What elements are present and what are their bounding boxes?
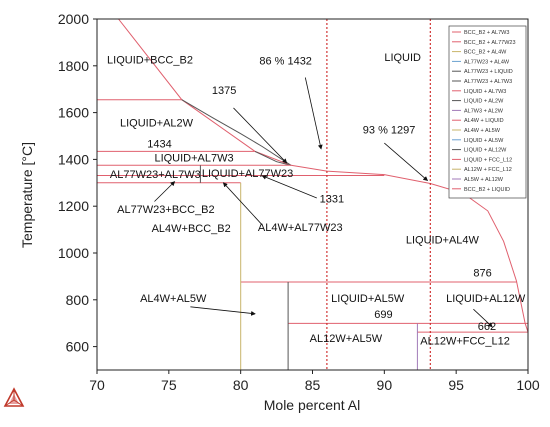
- phase-boundary-line: [181, 99, 292, 166]
- phase-region-label: LIQUID+AL7W3: [154, 153, 233, 165]
- phase-region-label: AL4W+AL77W23: [258, 222, 343, 234]
- annotation-label: 86 % 1432: [259, 56, 312, 68]
- x-axis-title: Mole percent Al: [264, 397, 361, 413]
- phase-region-label: LIQUID+AL12W: [446, 293, 526, 305]
- legend-entry: AL77W23 + AL7W3: [464, 79, 512, 85]
- x-tick-label: 70: [89, 377, 105, 393]
- y-tick-label: 1600: [58, 105, 89, 121]
- legend-entry: AL4W + AL5W: [464, 128, 501, 134]
- x-tick-label: 95: [448, 377, 464, 393]
- annotation-arrow: [190, 306, 256, 316]
- phase-region-label: AL4W+AL5W: [140, 293, 207, 305]
- x-tick-label: 85: [305, 377, 321, 393]
- annotation-arrow: [304, 77, 323, 150]
- annotation-arrow: [473, 308, 493, 328]
- annotation-arrow: [154, 181, 176, 202]
- annotation-label: 93 % 1297: [363, 125, 416, 137]
- annotation-label: 1434: [147, 139, 171, 151]
- phase-region-label: LIQUID+AL77W23: [202, 168, 293, 180]
- x-tick-label: 90: [377, 377, 393, 393]
- legend-entry: AL5W + AL12W: [464, 177, 504, 183]
- x-tick-label: 80: [233, 377, 249, 393]
- legend-entry: BCC_B2 + LIQUID: [464, 187, 510, 193]
- annotation-arrow: [222, 182, 263, 226]
- phase-region-label: AL4W+BCC_B2: [152, 223, 231, 235]
- legend-entry: LIQUID + FCC_L12: [464, 157, 512, 163]
- phase-region-label: LIQUID+AL2W: [120, 118, 194, 130]
- phase-boundary-line: [430, 183, 529, 333]
- annotation-label: 1375: [212, 85, 236, 97]
- x-tick-label: 100: [516, 377, 540, 393]
- phase-region-label: AL12W+FCC_L12: [420, 335, 510, 347]
- axis-layer: Mole percent Al Temperature [°C] 70 75 80 8…: [19, 11, 540, 413]
- phase-region-label: LIQUID+AL4W: [406, 235, 480, 247]
- annotation-label: 876: [473, 267, 491, 279]
- annotation-label: AL77W23+BCC_B2: [117, 204, 215, 216]
- annotation-label: 699: [374, 309, 392, 321]
- phase-region-label: AL77W23+AL7W3: [110, 169, 201, 181]
- y-tick-label: 1200: [58, 198, 89, 214]
- y-axis-title: Temperature [°C]: [19, 142, 35, 248]
- legend-box: [448, 25, 527, 199]
- legend-entry: AL77W23 + AL4W: [464, 59, 510, 65]
- y-tick-label: 1800: [58, 58, 89, 74]
- legend-entry: LIQUID + AL5W: [464, 138, 504, 144]
- annotation-arrow: [261, 175, 317, 199]
- legend-entry: BCC_B2 + AL7W3: [464, 30, 509, 36]
- phase-region-label: LIQUID+BCC_B2: [107, 54, 193, 66]
- y-tick-label: 800: [66, 292, 90, 308]
- legend-entry: LIQUID + AL7W3: [464, 89, 506, 95]
- annotation-label: 662: [478, 321, 496, 333]
- legend-entry: AL4W + LIQUID: [464, 118, 504, 124]
- y-tick-label: 600: [66, 339, 90, 355]
- phase-region-label: LIQUID+AL5W: [331, 293, 405, 305]
- legend-entry: AL77W23 + LIQUID: [464, 69, 513, 75]
- app-logo-icon: [3, 387, 25, 407]
- phase-region-label: AL12W+AL5W: [310, 333, 383, 345]
- legend-entry: BCC_B2 + AL4W: [464, 50, 507, 56]
- legend: BCC_B2 + AL7W3 BCC_B2 + AL77W23 BCC_B2 + A…: [448, 25, 527, 199]
- legend-entry: LIQUID + AL2W: [464, 99, 504, 105]
- annotation-arrow: [233, 107, 288, 164]
- legend-entry: LIQUID + AL12W: [464, 148, 507, 154]
- label-layer: LIQUID+BCC_B2 LIQUID LIQUID+AL2W LIQUID+AL7…: [107, 52, 526, 347]
- series-layer: [97, 18, 529, 370]
- legend-entry: BCC_B2 + AL77W23: [464, 40, 516, 46]
- y-tick-label: 1000: [58, 245, 89, 261]
- legend-entry: AL12W + FCC_L12: [464, 167, 512, 173]
- phase-region-label: LIQUID: [384, 52, 421, 64]
- annotation-label: 1331: [320, 194, 344, 206]
- annotation-arrow: [384, 142, 429, 181]
- legend-entry: AL7W3 + AL2W: [464, 108, 504, 114]
- phase-boundary-line: [254, 150, 292, 166]
- y-tick-label: 2000: [58, 11, 89, 27]
- y-tick-label: 1400: [58, 151, 89, 167]
- x-tick-label: 75: [161, 377, 177, 393]
